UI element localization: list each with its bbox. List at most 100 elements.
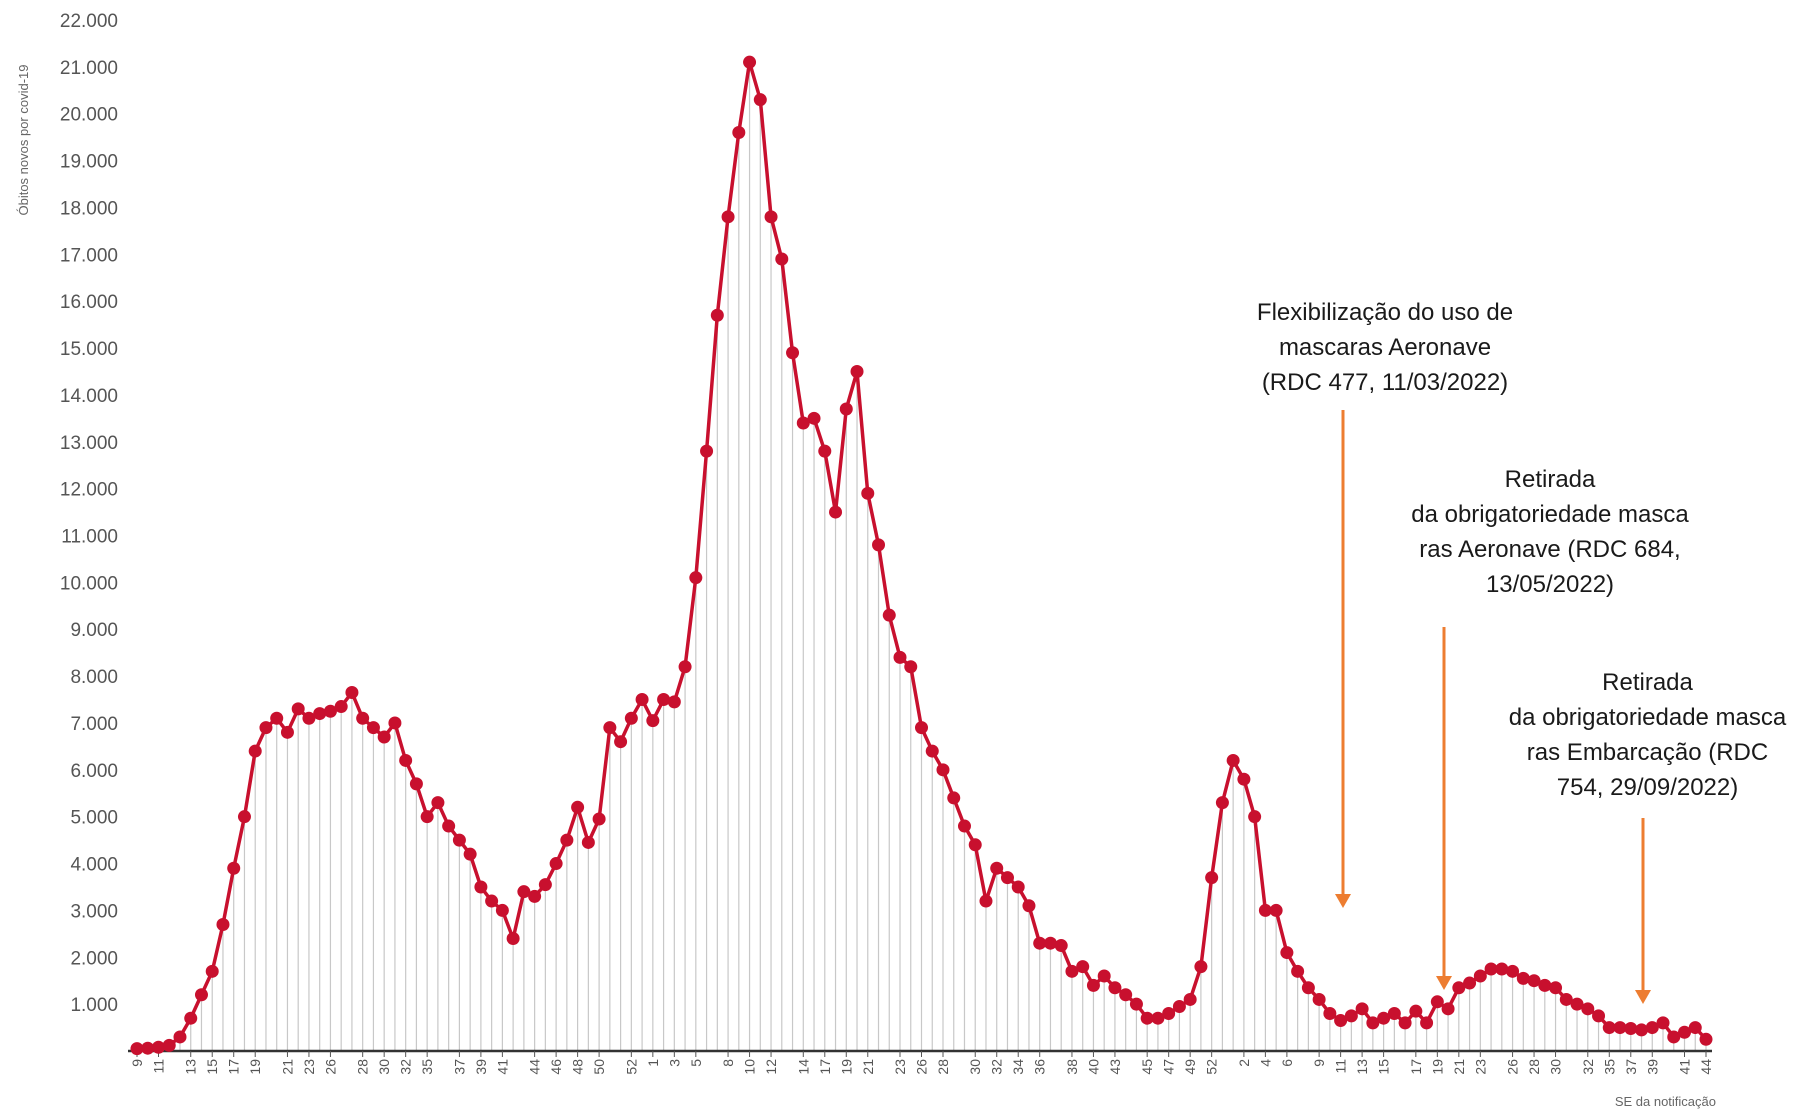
data-point <box>1108 981 1122 995</box>
y-tick-label: 7.000 <box>70 714 118 735</box>
data-point <box>227 861 241 875</box>
data-point <box>1688 1021 1702 1035</box>
data-point <box>377 730 391 744</box>
x-tick-label: 13 <box>1354 1059 1370 1075</box>
data-point <box>1645 1021 1659 1035</box>
data-point <box>162 1038 176 1052</box>
data-point <box>1570 997 1584 1011</box>
data-point <box>1613 1021 1627 1035</box>
data-point <box>1420 1016 1434 1030</box>
data-point <box>678 660 692 674</box>
data-point <box>1538 978 1552 992</box>
data-point <box>850 364 864 378</box>
data-point <box>786 346 800 360</box>
x-tick-label: 44 <box>527 1059 543 1075</box>
data-point <box>1129 997 1143 1011</box>
data-point <box>925 744 939 758</box>
y-tick-label: 2.000 <box>70 948 118 969</box>
data-point <box>657 693 671 707</box>
data-point <box>1097 969 1111 983</box>
x-tick-label: 8 <box>720 1059 736 1067</box>
data-point <box>313 707 327 721</box>
x-tick-label: 36 <box>1032 1059 1048 1075</box>
data-point <box>431 796 445 810</box>
data-point <box>753 93 767 107</box>
data-point <box>517 885 531 899</box>
data-point <box>1495 962 1509 976</box>
annotation-line: ras Embarcação (RDC <box>1526 739 1769 766</box>
annotation-line: ras Aeronave (RDC 684, <box>1419 536 1681 563</box>
x-tick-label: 50 <box>591 1059 607 1075</box>
x-tick-label: 4 <box>1257 1059 1273 1067</box>
data-point <box>807 411 821 425</box>
data-point <box>1484 962 1498 976</box>
x-tick-label: 44 <box>1698 1059 1714 1075</box>
annotation-line: (RDC 477, 11/03/2022) <box>1261 369 1509 396</box>
x-tick-label: 35 <box>1601 1059 1617 1075</box>
data-point <box>872 538 886 552</box>
x-tick-label: 30 <box>1548 1059 1564 1075</box>
data-point <box>829 505 843 519</box>
data-point <box>1323 1007 1337 1021</box>
data-point <box>957 819 971 833</box>
annotation-aeronave-retirada: Retirada da obrigatoriedade masca ras Ae… <box>1365 462 1735 602</box>
data-point <box>388 716 402 730</box>
x-tick-label: 30 <box>376 1059 392 1075</box>
data-point <box>1033 936 1047 950</box>
data-point <box>764 210 778 224</box>
data-point <box>1549 981 1563 995</box>
x-tick-label: 21 <box>1451 1059 1467 1075</box>
x-tick-label: 39 <box>1644 1059 1660 1075</box>
data-point <box>1473 969 1487 983</box>
data-point <box>216 917 230 931</box>
y-axis-title: Óbitos novos por covid-19 <box>16 64 31 215</box>
data-point <box>1258 903 1272 917</box>
data-point <box>1086 978 1100 992</box>
data-point <box>1678 1025 1692 1039</box>
data-point <box>581 835 595 849</box>
data-point <box>1581 1002 1595 1016</box>
data-point <box>141 1041 155 1055</box>
series-points <box>130 55 1713 1056</box>
x-tick-label: 41 <box>1677 1059 1693 1075</box>
data-point <box>1162 1007 1176 1021</box>
y-tick-label: 14.000 <box>60 386 118 407</box>
data-point <box>463 847 477 861</box>
data-point <box>1140 1011 1154 1025</box>
data-point <box>1463 976 1477 990</box>
data-point <box>1000 871 1014 885</box>
data-point <box>818 444 832 458</box>
data-point <box>560 833 574 847</box>
data-point <box>184 1011 198 1025</box>
y-tick-label: 21.000 <box>60 58 118 79</box>
x-tick-label: 49 <box>1182 1059 1198 1075</box>
x-tick-label: 21 <box>860 1059 876 1075</box>
data-point <box>936 763 950 777</box>
y-tick-label: 10.000 <box>60 573 118 594</box>
x-tick-label: 52 <box>623 1059 639 1075</box>
y-axis-ticks: 1.000 2.000 3.000 4.000 5.000 6.000 7.000 8.000… <box>60 11 118 1016</box>
x-tick-label: 13 <box>183 1059 199 1075</box>
data-point <box>280 725 294 739</box>
data-point <box>495 903 509 917</box>
data-point <box>248 744 262 758</box>
y-tick-label: 17.000 <box>60 245 118 266</box>
annotation-line: da obrigatoriedade masca <box>1508 704 1787 731</box>
y-tick-label: 12.000 <box>60 480 118 501</box>
data-point <box>635 693 649 707</box>
data-point <box>721 210 735 224</box>
data-point <box>1656 1016 1670 1030</box>
annotation-line: 13/05/2022) <box>1485 571 1615 598</box>
y-tick-label: 8.000 <box>70 667 118 688</box>
data-point <box>979 894 993 908</box>
annotation-aeronave-flexibilizacao: Flexibilização do uso de mascaras Aerona… <box>1205 295 1565 400</box>
data-point <box>1334 1014 1348 1028</box>
data-point <box>839 402 853 416</box>
x-tick-label: 2 <box>1236 1059 1252 1067</box>
data-point <box>474 880 488 894</box>
y-tick-label: 4.000 <box>70 855 118 876</box>
data-point <box>710 308 724 322</box>
data-point <box>130 1042 144 1056</box>
x-tick-label: 15 <box>1376 1059 1392 1075</box>
x-tick-label: 28 <box>1526 1059 1542 1075</box>
